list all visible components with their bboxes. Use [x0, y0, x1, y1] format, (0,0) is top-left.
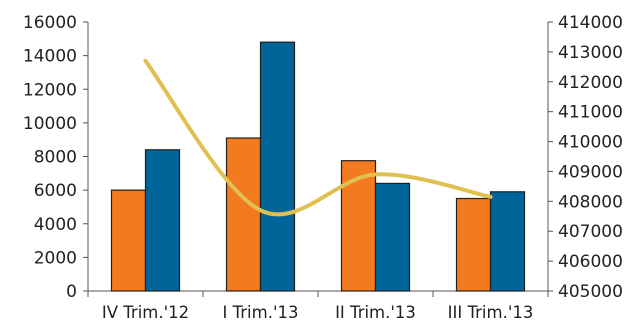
x-axis: IV Trim.'12 I Trim.'13 II Trim.'13 III Trim… [87, 290, 549, 322]
right-y-axis: 405000 406000 407000 408000 409000 410000 4110… [547, 13, 623, 302]
left-tick-label: 10000 [23, 114, 77, 134]
right-tick-label: 409000 [558, 162, 623, 182]
right-tick-label: 410000 [558, 133, 623, 153]
x-category-label: I Trim.'13 [223, 303, 299, 322]
x-category-label: IV Trim.'12 [102, 303, 189, 322]
bar-series-1-bar [110, 189, 147, 292]
bar-series-2-bar [489, 191, 526, 292]
left-tick-label: 0 [66, 282, 77, 302]
right-tick-label: 406000 [558, 252, 623, 272]
line-series-group [143, 58, 493, 217]
right-tick-label: 412000 [558, 73, 623, 93]
left-tick-label: 8000 [34, 148, 77, 168]
left-tick-label: 16000 [23, 13, 77, 33]
bar-series-2-bar [374, 182, 411, 292]
bar-series-group [110, 41, 526, 292]
bar-series-1-bar [225, 137, 262, 292]
right-tick-label: 405000 [558, 282, 623, 302]
right-tick-label: 413000 [558, 43, 623, 63]
x-category-label: III Trim.'13 [448, 303, 534, 322]
bar-series-1-bar [455, 197, 492, 292]
left-tick-label: 6000 [34, 181, 77, 201]
x-category-label: II Trim.'13 [335, 303, 416, 322]
right-tick-label: 408000 [558, 192, 623, 212]
right-tick-label: 407000 [558, 222, 623, 242]
left-y-axis: 0 2000 4000 6000 8000 10000 12000 14000 16000 [23, 13, 89, 302]
line-series-1 [143, 58, 493, 217]
left-tick-label: 12000 [23, 80, 77, 100]
right-tick-label: 411000 [558, 103, 623, 123]
left-tick-label: 4000 [34, 215, 77, 235]
left-tick-label: 14000 [23, 47, 77, 67]
bar-series-2-bar [259, 41, 296, 292]
bar-series-2-bar [144, 149, 181, 292]
right-tick-label: 414000 [558, 13, 623, 33]
left-tick-label: 2000 [34, 248, 77, 268]
